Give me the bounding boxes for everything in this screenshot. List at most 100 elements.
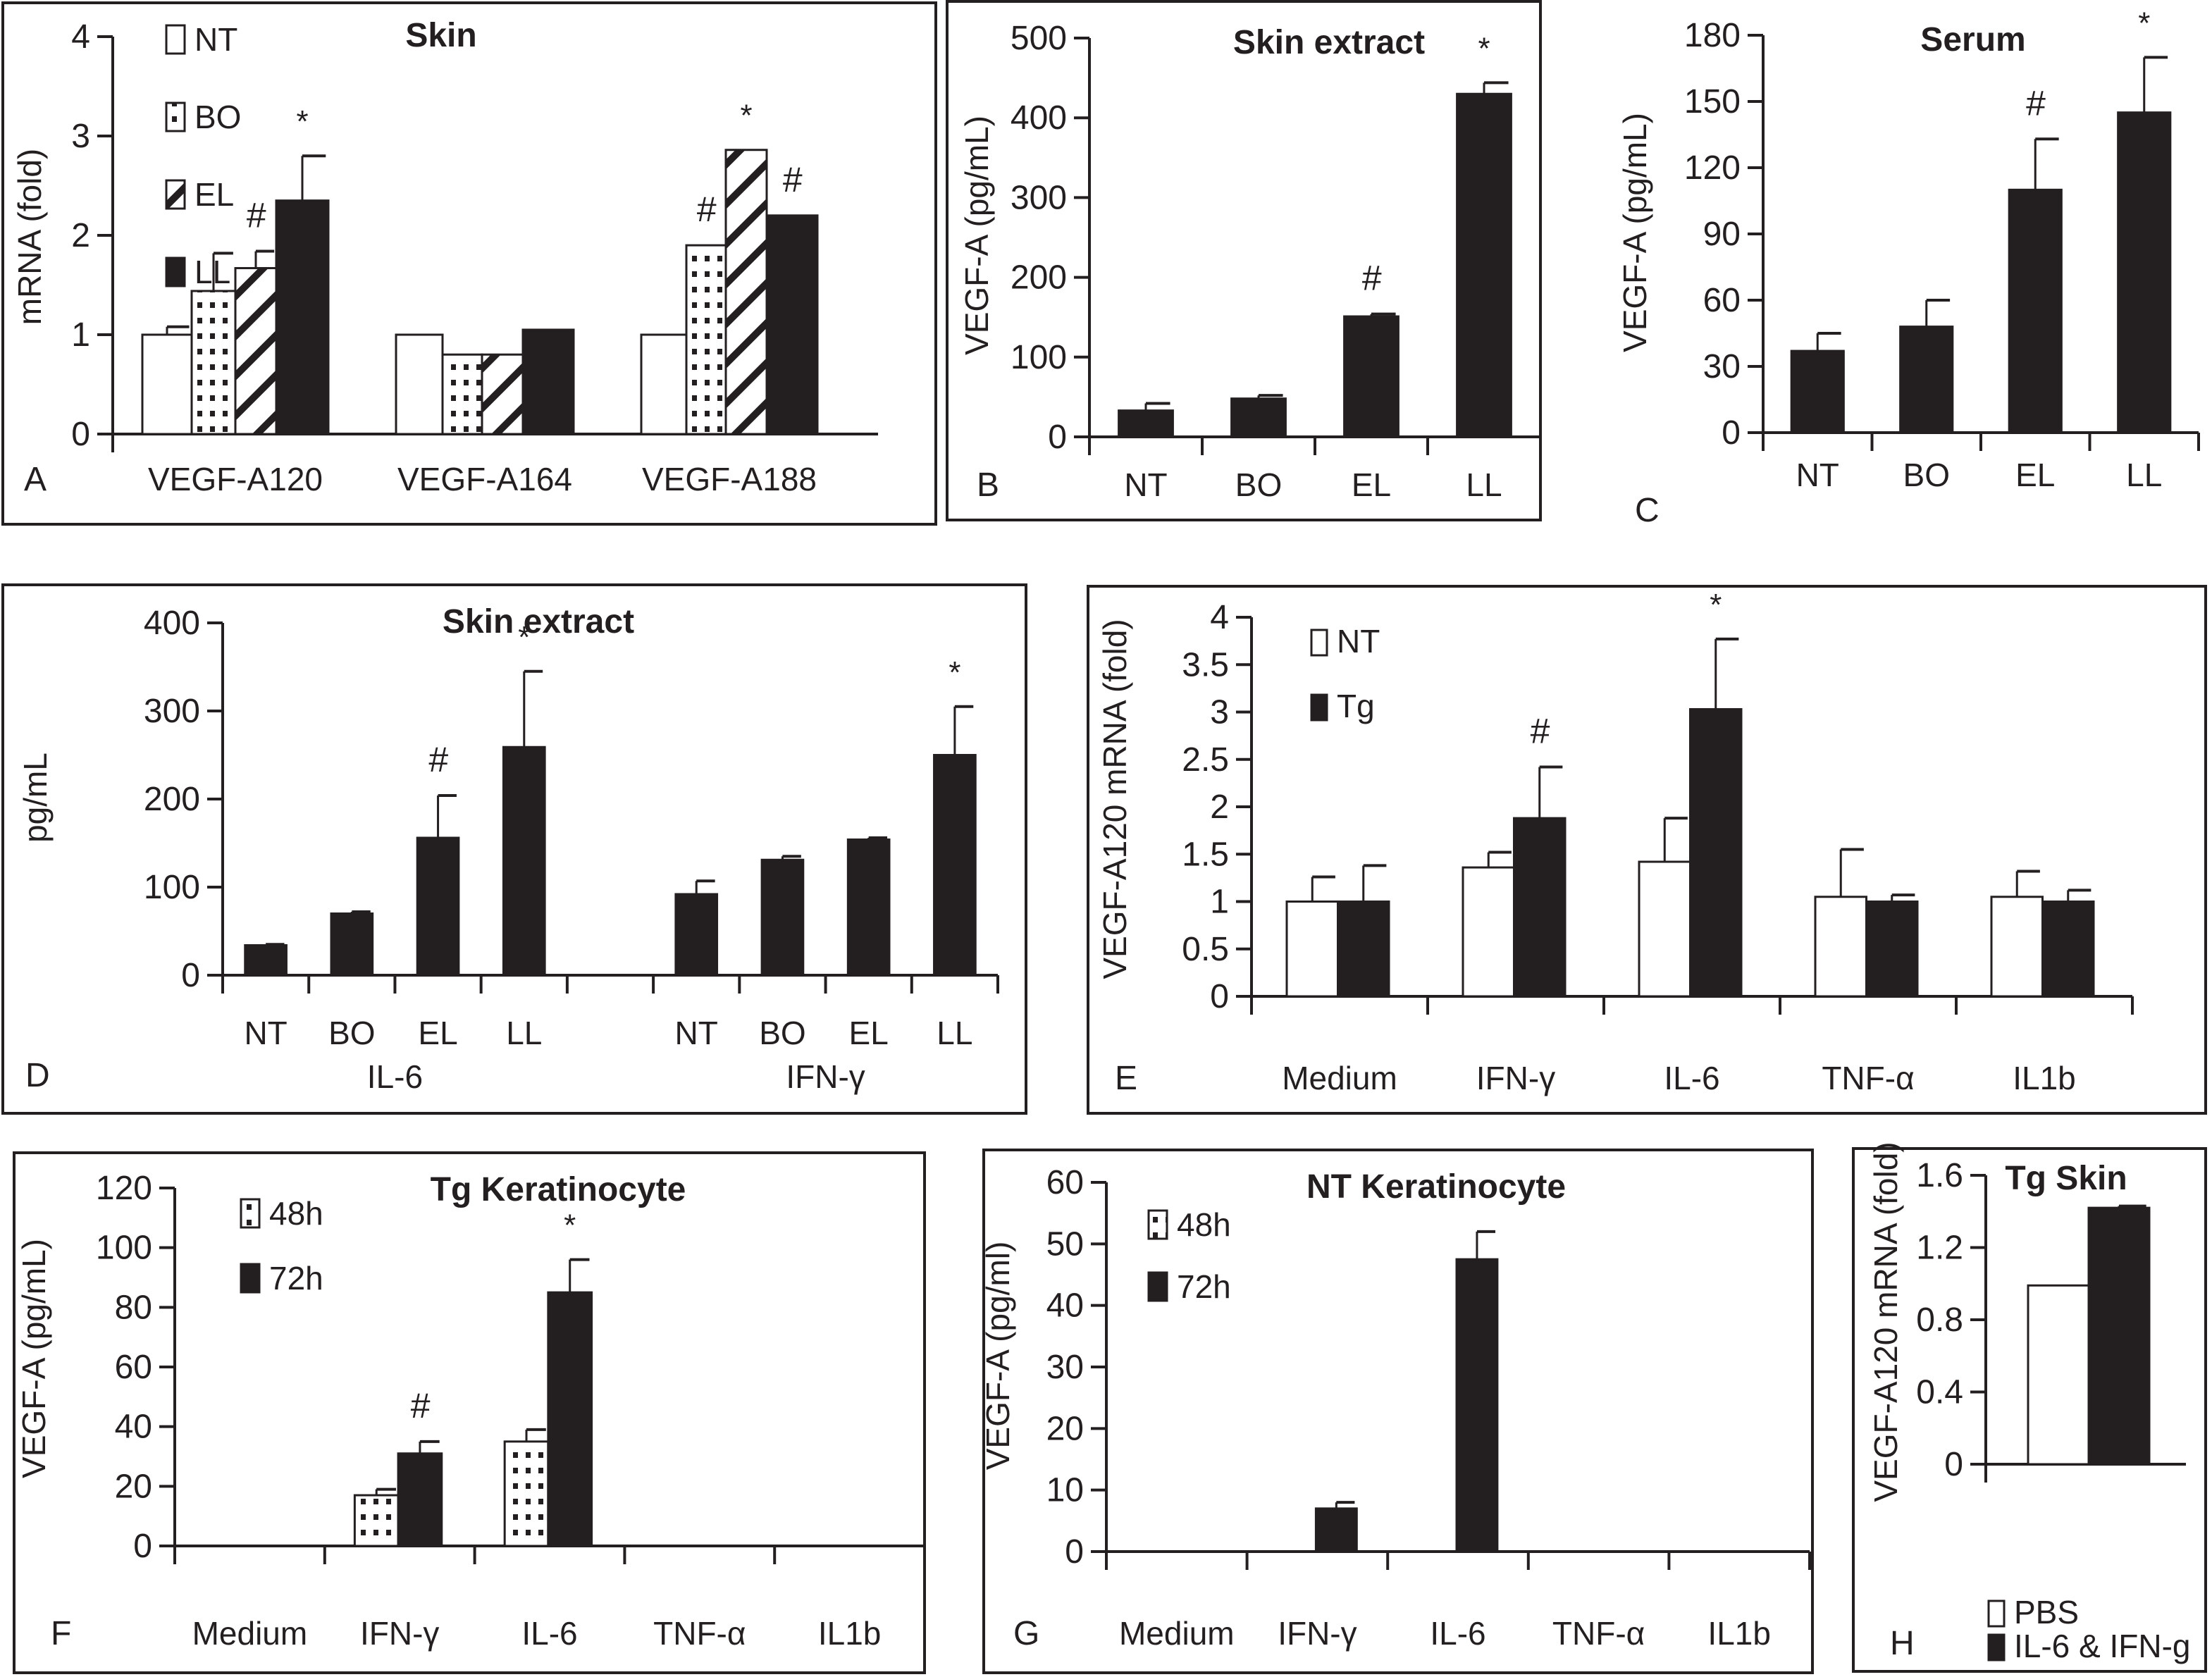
y-tick-label: 120 [1684,149,1741,187]
y-tick-label: 150 [1684,83,1741,120]
y-axis-label: mRNA (fold) [11,149,48,325]
bar [640,333,688,435]
legend-swatch [240,1263,261,1294]
y-tick-label: 20 [1046,1410,1084,1447]
significance-star: * [1710,588,1722,622]
significance-hash: # [410,1386,431,1425]
bar [244,944,288,977]
x-category-label: BO [328,1015,375,1051]
bar [503,1440,550,1547]
y-axis-label: VEGF-A (pg/mL) [1617,113,1653,352]
x-category-label: BO [759,1015,805,1051]
y-tick-label: 0 [1048,419,1067,456]
y-tick-label: 1 [71,316,90,354]
y-tick-label: 0.8 [1916,1301,1963,1339]
x-category-label: BO [1235,466,1282,503]
x-category-label: VEGF-A164 [397,461,572,497]
chart-c: 0 30 60 90 120 150 180 VEGF-A (pg/mL) Serum C NT BO… [1617,6,2200,529]
y-tick-label: 30 [1046,1349,1084,1386]
bar [353,1494,400,1547]
y-axis-label: VEGF-A120 mRNA (fold) [1867,1141,1904,1502]
bar [1285,901,1339,998]
legend: 48h 72h [1147,1206,1231,1305]
y-tick-label: 20 [115,1468,152,1505]
legend: NT BO EL LL [165,21,241,290]
y-tick-label: 40 [115,1409,152,1446]
bar [481,353,524,435]
y-axis-label: VEGF-A (pg/mL) [16,1239,52,1478]
bar [502,745,546,977]
panel-letter: D [25,1057,50,1094]
bar [685,244,727,435]
legend-swatch [1310,629,1328,657]
y-tick-label: 3.5 [1182,646,1229,683]
legend-label: 72h [1177,1268,1231,1305]
y-tick-label: 0 [1210,978,1229,1015]
bar [2041,901,2095,998]
bar [1513,817,1567,998]
legend-swatch [165,256,186,287]
y-tick-label: 1.5 [1182,836,1229,873]
bar [724,149,768,435]
bar [395,333,444,435]
x-category-label: IL-6 [521,1615,577,1652]
bar [1455,1258,1499,1553]
legend: 48h 72h [240,1195,323,1297]
chart-e: 0 0.5 1 1.5 2 2.5 3 3.5 4 VEGF-A120 mRNA (fold) E M… [1096,588,2134,1097]
panel-c-serum: 0 30 60 90 120 150 180 VEGF-A (pg/mL) Serum C NT BO… [1578,0,2212,536]
y-tick-label: 0 [1722,414,1741,452]
y-tick-label: 100 [1011,339,1067,376]
legend-label: NT [1337,623,1380,660]
y-tick-label: 90 [1703,216,1741,253]
y-tick-label: 40 [1046,1287,1084,1325]
bar [190,290,237,435]
x-category-label: IFN-γ [1476,1060,1555,1096]
legend-label: 48h [269,1195,323,1232]
x-category-label: VEGF-A120 [148,461,323,497]
bar [2087,1206,2151,1466]
panel-letter: H [1890,1625,1915,1662]
panel-letter: F [51,1615,71,1652]
bar [1337,901,1390,998]
y-axis-label: VEGF-A (pg/mL) [958,116,995,355]
x-category-label: Medium [1282,1060,1397,1096]
x-category-label: Medium [192,1615,308,1652]
legend-swatch [165,179,186,210]
significance-hash: # [1361,259,1382,298]
legend-swatch [165,24,186,55]
y-tick-label: 0 [1944,1446,1963,1483]
bar [234,267,278,435]
y-tick-label: 3 [1210,694,1229,731]
panel-letter: B [977,466,999,504]
bar [1689,707,1743,998]
y-tick-label: 120 [96,1170,152,1207]
y-tick-label: 0.4 [1916,1374,1963,1411]
significance-star: * [564,1208,576,1243]
panel-letter: E [1115,1060,1137,1097]
y-tick-label: 80 [115,1289,152,1326]
x-category-label: IL-6 [1430,1615,1485,1652]
chart-title: Skin extract [443,603,634,641]
y-tick-label: 0.5 [1182,931,1229,968]
bar [1230,397,1287,438]
significance-hash: # [1530,712,1550,751]
x-category-label: LL [1466,466,1502,503]
y-tick-label: 400 [1011,99,1067,137]
panel-h-tg-skin: 0 0.4 0.8 1.2 1.6 VEGF-A120 mRNA (fold) Tg Ski… [1852,1141,2207,1673]
bar [1814,896,1867,998]
legend-swatch [1310,693,1328,722]
legend-label: EL [194,176,234,213]
panel-letter: A [24,461,47,498]
panel-a-skin-mrna: 0 1 2 3 4 mRNA (fold) Skin A VEGF-A120 VEGF-A164 V… [1,1,937,526]
y-tick-label: 3 [71,118,90,155]
bar [674,893,719,977]
x-category-label: LL [506,1015,542,1051]
bar [1865,901,1919,998]
legend-label: Tg [1337,688,1375,724]
chart-g: 0 10 20 30 40 50 60 VEGF-A (pg/ml) NT Keratinocy… [980,1164,1811,1652]
bar [416,836,460,977]
significance-star: * [2138,6,2150,40]
y-tick-label: 2 [1210,788,1229,826]
bar [846,839,891,977]
